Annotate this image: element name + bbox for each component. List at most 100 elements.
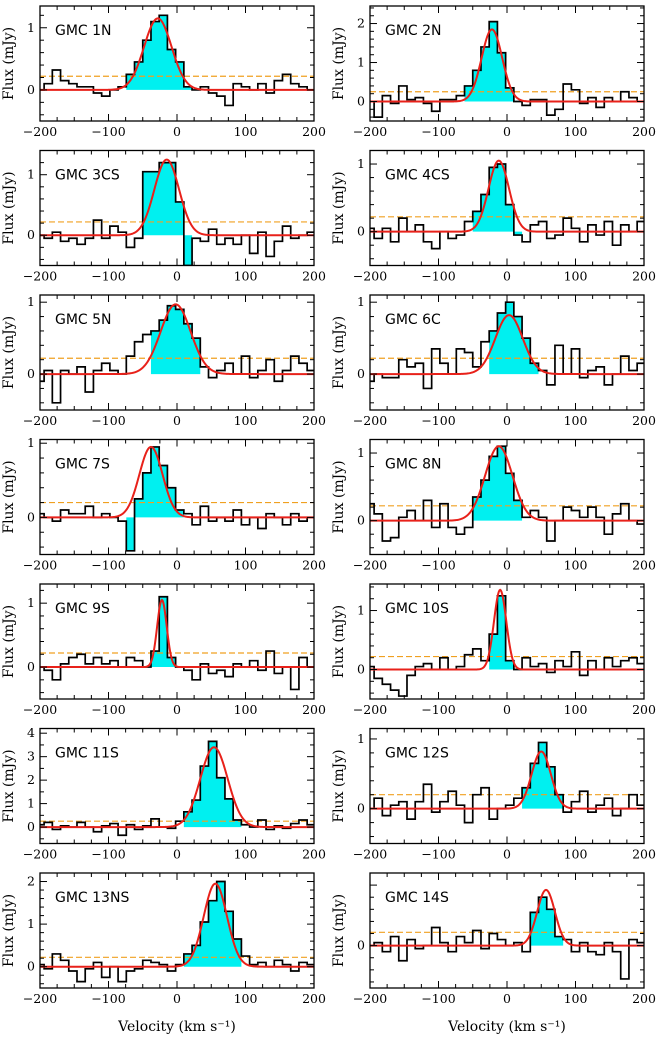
x-tick-label: 100 — [234, 702, 258, 717]
gaussian-fit-line — [40, 746, 314, 829]
x-tick-label: −100 — [421, 991, 455, 1006]
x-tick-label: 200 — [632, 413, 656, 428]
y-tick-label: 1 — [27, 796, 35, 811]
y-tick-label: 2 — [27, 772, 35, 787]
x-tick-label: −200 — [353, 702, 387, 717]
y-axis-label: Flux (mJy) — [1, 460, 17, 533]
x-tick-label: −200 — [353, 847, 387, 862]
x-tick-label: −200 — [353, 124, 387, 139]
panel-plot-area — [370, 888, 644, 980]
panel-title: GMC 7S — [55, 457, 110, 473]
gaussian-fit-line — [370, 888, 644, 947]
x-tick-label: −100 — [421, 702, 455, 717]
panel-plot-area — [40, 595, 314, 691]
x-tick-label: 200 — [302, 124, 326, 139]
y-tick-label: 0 — [357, 513, 365, 528]
x-tick-label: 200 — [302, 558, 326, 573]
x-tick-label: −100 — [421, 847, 455, 862]
y-tick-label: 1 — [27, 435, 35, 450]
panel-title: GMC 5N — [55, 312, 112, 328]
x-axis-label-left: Velocity (km s⁻¹) — [117, 1019, 236, 1035]
line-emission-fill — [126, 15, 193, 90]
x-tick-label: 0 — [173, 558, 181, 573]
y-tick-label: 3 — [27, 749, 35, 764]
x-tick-label: 200 — [632, 847, 656, 862]
y-axis-label: Flux (mJy) — [331, 460, 347, 533]
panel-plot-area — [40, 740, 314, 837]
spectrum-step-line — [370, 301, 644, 390]
x-tick-label: −200 — [353, 558, 387, 573]
x-tick-label: 100 — [564, 847, 588, 862]
y-axis-label: Flux (mJy) — [1, 894, 17, 967]
x-tick-label: 100 — [234, 558, 258, 573]
spectrum-panel: −200 −100 0 100 200 0 1 2 3 4 Flux (mJy) GMC 11S — [1, 725, 326, 861]
y-tick-label: 1 — [27, 167, 35, 182]
gaussian-fit-line — [40, 598, 314, 669]
y-tick-label: 0 — [357, 94, 365, 109]
gaussian-fit-line — [370, 314, 644, 376]
x-tick-label: 100 — [234, 847, 258, 862]
y-axis-label: Flux (mJy) — [331, 316, 347, 389]
y-axis-label: Flux (mJy) — [331, 171, 347, 244]
spectrum-step-line — [40, 161, 314, 266]
panel-title: GMC 6C — [385, 312, 441, 328]
spectrum-panel: −200 −100 0 100 200 0 1 Flux (mJy) GMC 12S — [331, 727, 656, 862]
panel-plot-area — [370, 741, 644, 824]
panel-plot-area — [370, 588, 644, 697]
y-axis-label: Flux (mJy) — [331, 894, 347, 967]
x-tick-label: 100 — [564, 269, 588, 284]
line-emission-fill — [126, 446, 184, 551]
panel-title: GMC 12S — [385, 746, 449, 762]
y-axis-label: Flux (mJy) — [331, 605, 347, 678]
x-tick-label: −100 — [421, 413, 455, 428]
x-tick-label: −100 — [91, 413, 125, 428]
x-tick-label: −100 — [91, 847, 125, 862]
x-tick-label: −200 — [353, 269, 387, 284]
x-tick-label: −100 — [91, 991, 125, 1006]
panel-title: GMC 13NS — [55, 890, 129, 906]
gaussian-fit-line — [370, 28, 644, 103]
line-emission-fill — [489, 595, 514, 670]
spectrum-panel: −200 −100 0 100 200 0 Flux (mJy) GMC 14S — [331, 872, 656, 1006]
y-axis-label: Flux (mJy) — [1, 171, 17, 244]
x-tick-label: −200 — [23, 413, 57, 428]
gaussian-fit-line — [370, 445, 644, 522]
line-emission-fill — [183, 881, 242, 967]
x-tick-label: 0 — [173, 702, 181, 717]
spectrum-panel: −200 −100 0 100 200 0 1 Flux (mJy) GMC 5N — [1, 294, 326, 428]
x-tick-label: 100 — [564, 991, 588, 1006]
x-tick-label: −100 — [91, 269, 125, 284]
x-tick-label: 0 — [503, 991, 511, 1006]
y-tick-label: 1 — [27, 916, 35, 931]
x-tick-label: 0 — [173, 991, 181, 1006]
panel-title: GMC 3CS — [55, 168, 120, 184]
x-tick-label: 100 — [234, 413, 258, 428]
gaussian-fit-line — [40, 445, 314, 519]
y-axis-label: Flux (mJy) — [1, 605, 17, 678]
x-tick-label: −100 — [91, 702, 125, 717]
x-tick-label: −100 — [91, 124, 125, 139]
gaussian-fit-line — [40, 17, 314, 91]
spectrum-step-line — [370, 896, 644, 980]
panel-plot-area — [40, 158, 314, 266]
spectrum-panel: −200 −100 0 100 200 0 1 Flux (mJy) GMC 9S — [1, 583, 326, 717]
x-tick-label: 0 — [503, 558, 511, 573]
x-tick-label: −100 — [421, 269, 455, 284]
x-tick-label: −200 — [353, 413, 387, 428]
x-tick-label: 0 — [173, 413, 181, 428]
x-tick-label: −200 — [23, 124, 57, 139]
x-tick-label: −200 — [353, 991, 387, 1006]
y-tick-label: 0 — [357, 224, 365, 239]
x-tick-label: 100 — [564, 558, 588, 573]
x-tick-label: 100 — [234, 269, 258, 284]
y-tick-label: 1 — [357, 603, 365, 618]
x-tick-label: 200 — [302, 991, 326, 1006]
y-tick-label: 0 — [27, 959, 35, 974]
y-tick-label: 2 — [357, 16, 365, 31]
y-axis-label: Flux (mJy) — [331, 27, 347, 100]
line-emission-fill — [183, 741, 242, 828]
y-tick-label: 1 — [357, 445, 365, 460]
spectrum-step-line — [370, 445, 644, 542]
y-tick-label: 1 — [27, 20, 35, 35]
